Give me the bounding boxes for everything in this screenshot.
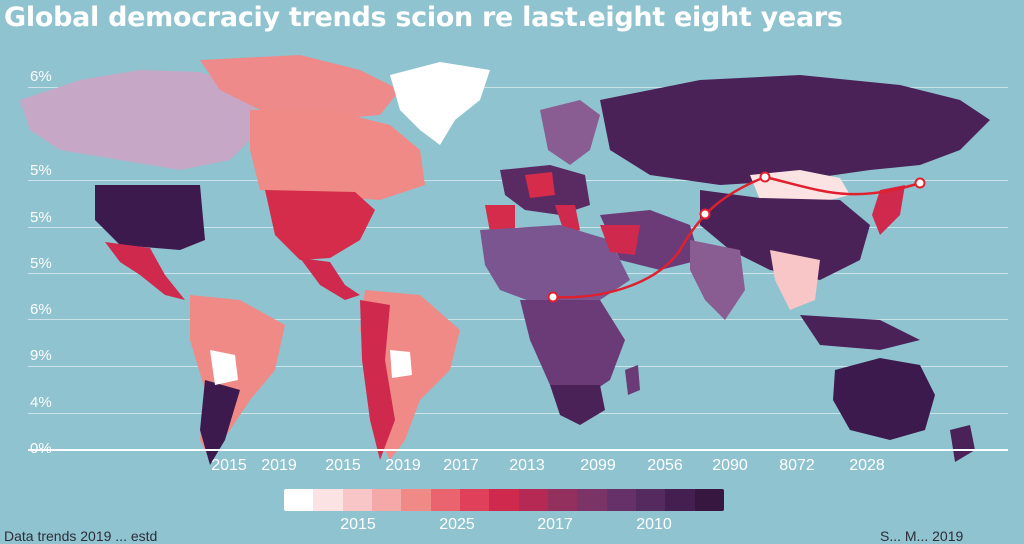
x-axis-label: 8072	[779, 457, 815, 474]
legend-swatch	[547, 489, 578, 511]
legend-swatch	[665, 489, 695, 511]
x-axis-label: 2019	[385, 457, 421, 474]
legend-label: 2017	[537, 516, 573, 533]
footer-right: S... M... 2019	[880, 528, 964, 544]
region-south-america-left-center	[210, 350, 238, 385]
y-axis-label: 6%	[30, 68, 52, 85]
legend-swatch	[489, 489, 519, 511]
y-axis-label: 5%	[30, 162, 52, 179]
legend-swatch	[430, 489, 460, 511]
region-mexico-left	[105, 242, 185, 300]
route-marker	[699, 208, 711, 220]
region-southern-africa	[550, 385, 605, 425]
route-line	[552, 175, 921, 299]
region-new-zealand	[950, 425, 975, 462]
route-marker	[759, 171, 771, 183]
y-axis-label: 9%	[30, 347, 52, 364]
region-north-africa-east	[600, 225, 640, 255]
route-marker	[914, 177, 926, 189]
legend-swatch	[694, 489, 724, 511]
legend-label: 2015	[340, 516, 376, 533]
y-axis-label: 0%	[30, 440, 52, 457]
footer-left: Data trends 2019 ... estd	[4, 528, 158, 544]
x-axis-label: 2028	[849, 457, 885, 474]
legend-swatch	[371, 489, 402, 511]
legend-swatch	[606, 489, 636, 511]
region-north-africa	[480, 225, 630, 305]
gridline	[28, 227, 1008, 228]
region-canada	[250, 110, 425, 200]
gridline	[28, 87, 1008, 88]
x-axis-label: 2017	[443, 457, 479, 474]
region-central-africa	[520, 300, 625, 400]
route-marker	[547, 291, 559, 303]
x-axis-label: 2090	[712, 457, 748, 474]
gridline	[28, 319, 1008, 320]
y-axis-label: 4%	[30, 394, 52, 411]
gridline	[28, 366, 1008, 367]
region-japan	[872, 185, 905, 235]
legend-swatch	[342, 489, 372, 511]
region-southeast-asia	[770, 250, 820, 310]
x-axis-label: 2056	[647, 457, 683, 474]
region-australia	[833, 358, 935, 440]
region-south-america-right-center	[390, 350, 412, 378]
color-legend	[284, 489, 724, 511]
x-axis-label: 2019	[261, 457, 297, 474]
legend-swatch	[284, 489, 314, 511]
region-india	[690, 240, 745, 320]
region-alaska	[20, 70, 260, 170]
region-france	[525, 172, 555, 198]
legend-label: 2010	[636, 516, 672, 533]
legend-swatch	[401, 489, 431, 511]
map-title: Global democraciy trends scion re last.e…	[4, 2, 843, 33]
region-scandinavia	[540, 100, 600, 165]
region-south-america-right-west	[360, 300, 395, 460]
region-greenland	[390, 62, 490, 145]
region-china	[700, 190, 870, 280]
region-usa-west	[95, 185, 205, 250]
region-russia	[600, 75, 990, 185]
map-baseline	[28, 449, 1008, 451]
legend-swatch	[459, 489, 490, 511]
region-italy	[555, 205, 580, 235]
x-axis-label: 2015	[211, 457, 247, 474]
legend-swatch	[635, 489, 666, 511]
legend-label: 2025	[439, 516, 475, 533]
x-axis-label: 2015	[325, 457, 361, 474]
x-axis-label: 2099	[580, 457, 616, 474]
region-indonesia	[800, 315, 920, 350]
gridline	[28, 413, 1008, 414]
legend-swatch	[518, 489, 548, 511]
region-madagascar	[625, 365, 640, 395]
region-canada-north	[200, 55, 400, 120]
legend-swatch	[577, 489, 607, 511]
y-axis-label: 5%	[30, 255, 52, 272]
x-axis-label: 2013	[509, 457, 545, 474]
region-mexico-right	[300, 258, 360, 300]
legend-swatch	[313, 489, 343, 511]
region-south-america-left-south	[200, 380, 240, 465]
y-axis-label: 6%	[30, 301, 52, 318]
y-axis-label: 5%	[30, 209, 52, 226]
region-usa-east	[265, 190, 375, 260]
region-spain	[485, 205, 515, 232]
